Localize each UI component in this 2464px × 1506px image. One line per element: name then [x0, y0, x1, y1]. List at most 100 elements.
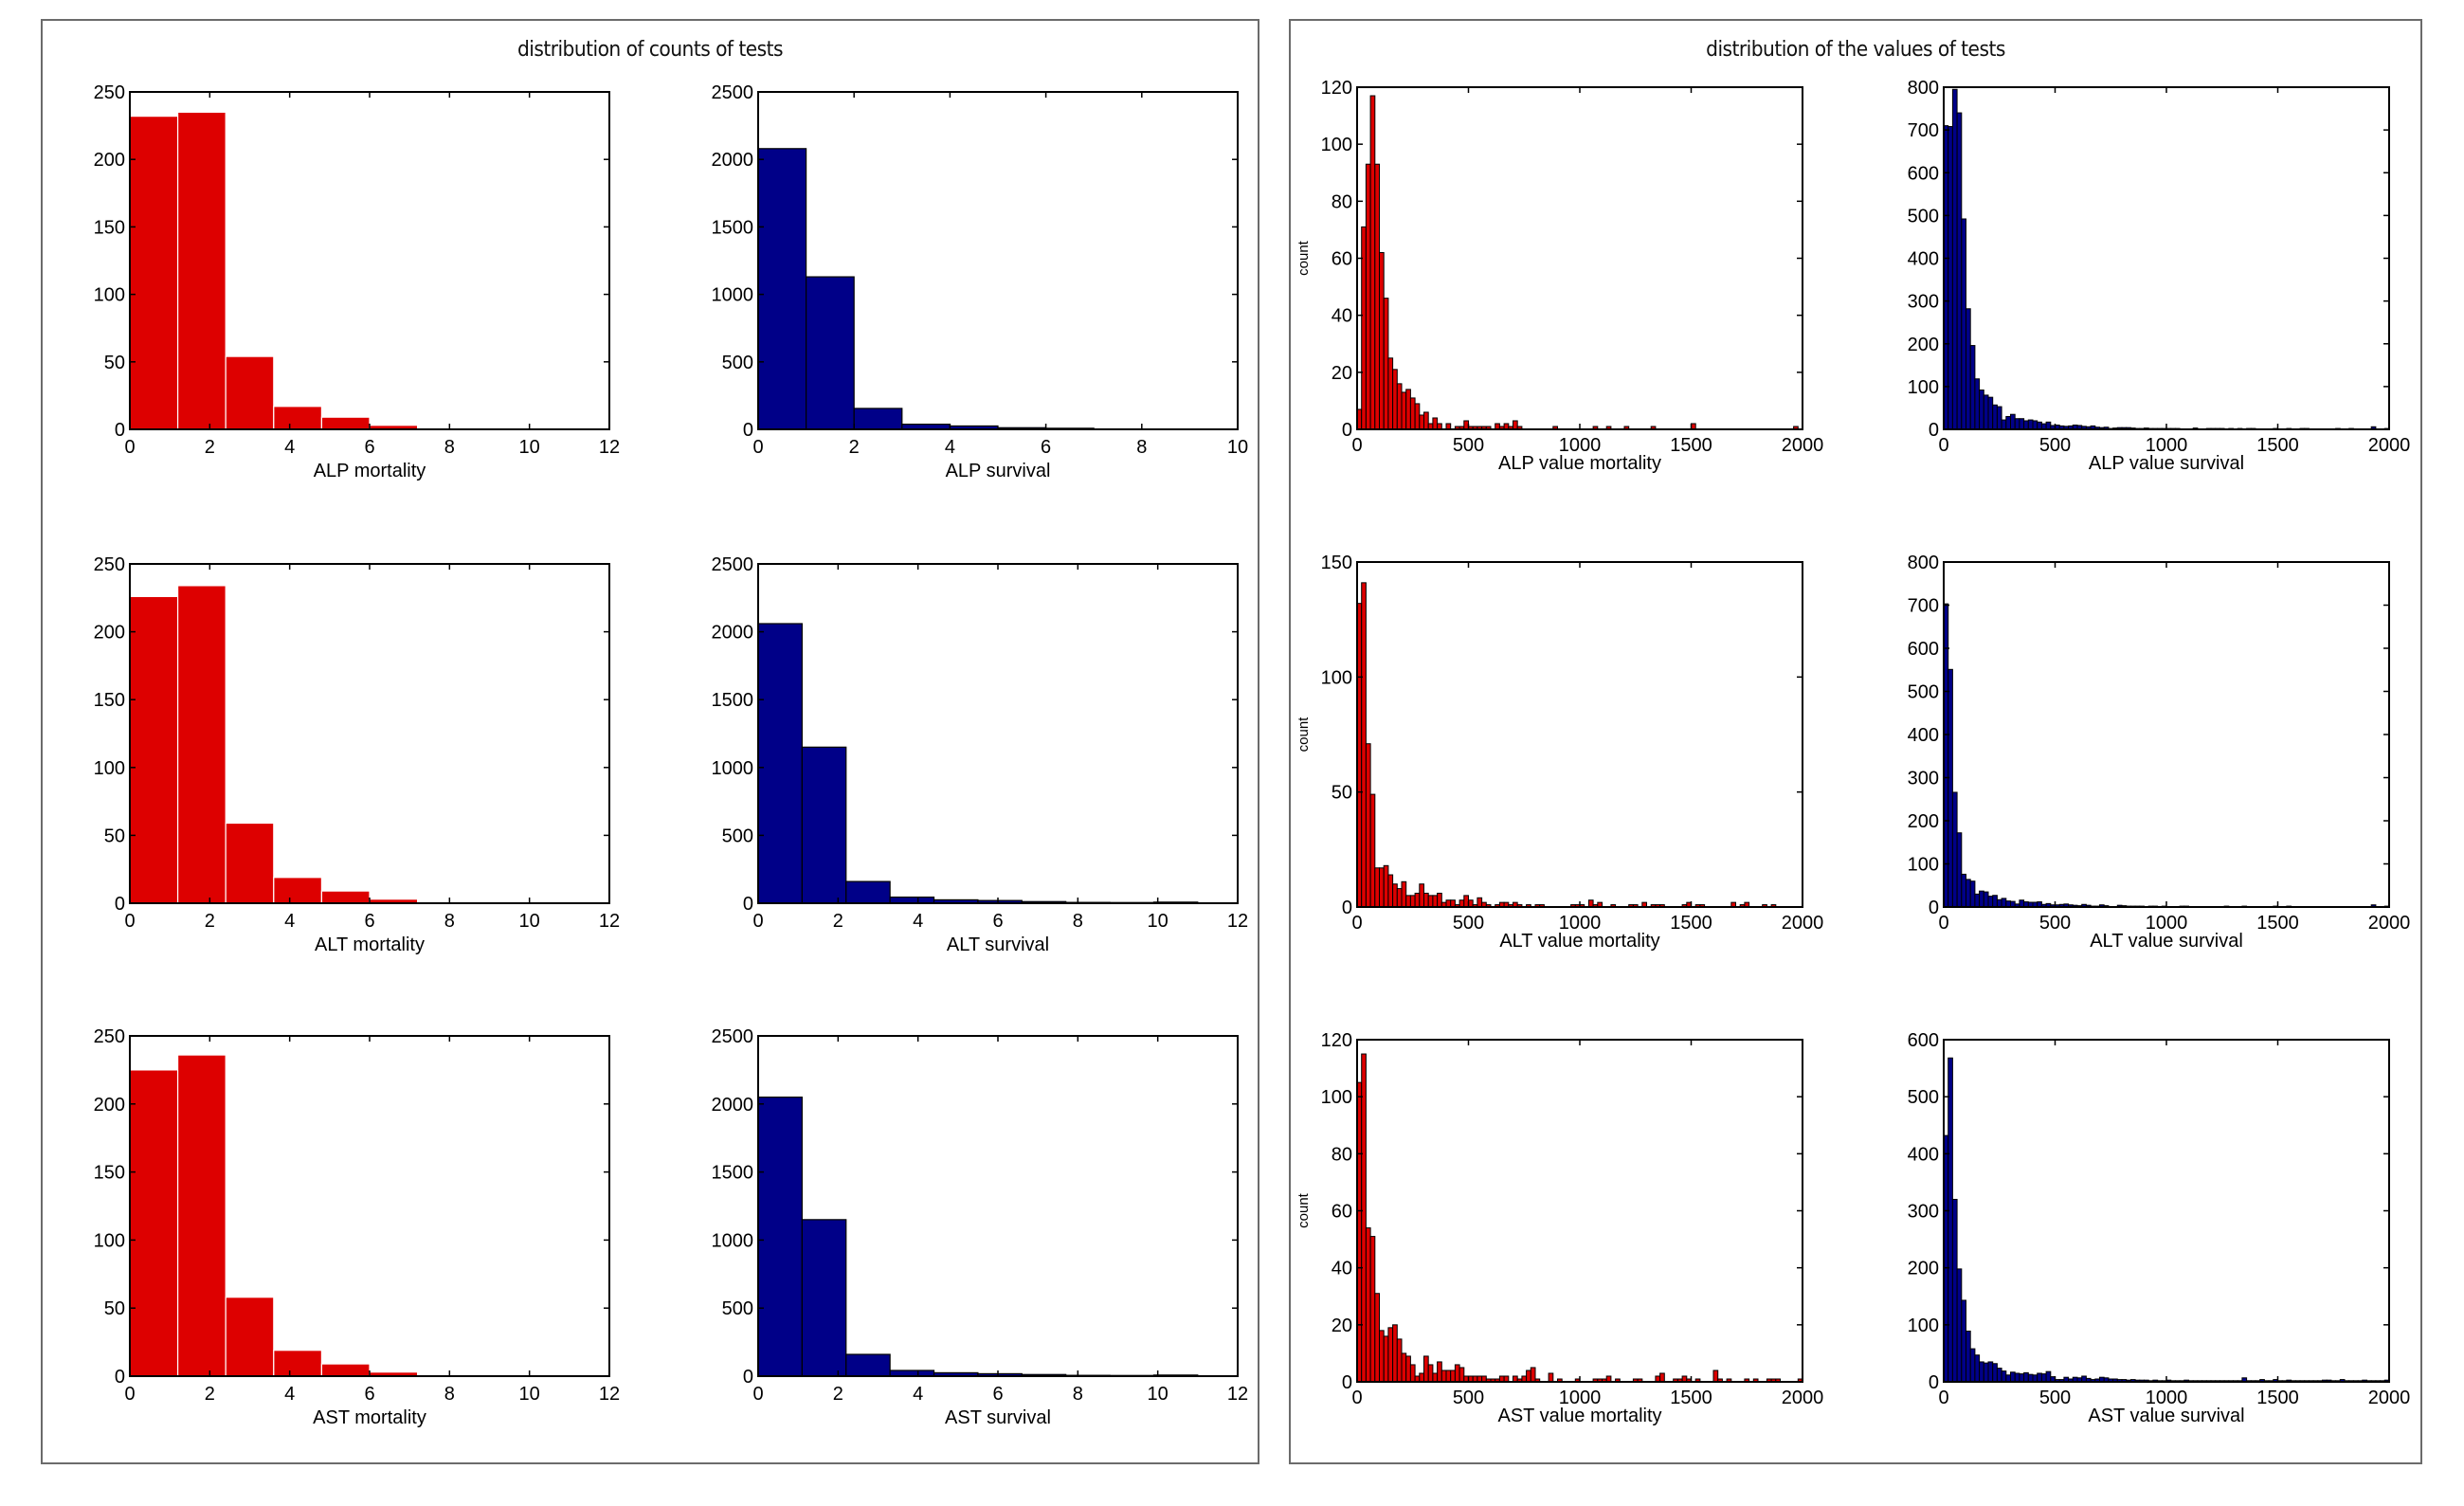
histogram-bar [1983, 891, 1989, 908]
histogram-bar [1974, 378, 1981, 430]
x-tick-label: 0 [752, 911, 763, 932]
x-tick-label: 12 [599, 1384, 620, 1405]
histogram-bar [2019, 418, 2025, 430]
histogram-bar [1409, 1364, 1416, 1383]
histogram-bar [2001, 898, 2007, 908]
x-tick-label: 12 [599, 437, 620, 458]
histogram-bar [1987, 1361, 1994, 1383]
y-tick-label: 50 [104, 826, 125, 846]
x-axis-label: AST survival [945, 1407, 1051, 1428]
y-tick-label: 150 [94, 217, 125, 238]
x-axis-label: AST mortality [313, 1407, 426, 1428]
x-tick-label: 1500 [2256, 435, 2299, 456]
histogram-bar [2037, 1372, 2042, 1383]
x-tick-label: 1500 [2256, 913, 2299, 934]
histogram-bar [1379, 251, 1385, 430]
histogram-bar [225, 355, 275, 430]
y-tick-label: 1000 [712, 1230, 754, 1251]
histogram-bar [1405, 1355, 1411, 1383]
alp-mortality-counts-chart: 0 2 4 6 8 10 12 0 50 100 150 200 250 ALP mortality [94, 82, 621, 481]
x-tick-label: 1500 [1670, 913, 1712, 934]
y-tick-label: 20 [1332, 363, 1352, 384]
y-tick-label: 50 [1332, 783, 1352, 804]
y-tick-label: 0 [1342, 898, 1352, 918]
plot-frame [1943, 1039, 2390, 1383]
x-tick-label: 2000 [1782, 435, 1824, 456]
y-tick-label: 150 [94, 690, 125, 711]
histogram-bar [1992, 1363, 1998, 1383]
x-tick-label: 0 [1351, 435, 1362, 456]
values-panel-title: distribution of the values of tests [1706, 38, 2005, 62]
alp-value-mortality-chart: 0 500 1000 1500 2000 0 20 40 60 80 100 120 ALP value… [1295, 78, 1823, 474]
y-tick-label: 100 [1908, 1315, 1939, 1336]
y-tick-label: 200 [1908, 811, 1939, 832]
histogram-bar [1369, 1236, 1376, 1383]
histogram-bar [1969, 345, 1976, 430]
histogram-bar [1437, 1361, 1442, 1383]
y-tick-label: 200 [1908, 335, 1939, 355]
alp-value-survival-chart: 0 500 1000 1500 2000 0 100 200 300 400 500 600 700 80… [1908, 78, 2411, 474]
x-axis-label: AST value survival [2088, 1406, 2244, 1426]
y-tick-label: 300 [1908, 292, 1939, 313]
alp-survival-counts-chart: 0 2 4 6 8 10 0 500 1000 1500 2000 2500 ALP survival [712, 82, 1249, 481]
y-tick-label: 800 [1908, 553, 1939, 573]
alt-value-survival-chart: 0 500 1000 1500 2000 0 100 200 300 400 500 600 700 80… [1908, 553, 2411, 952]
histogram-bar [2023, 1371, 2029, 1383]
y-tick-label: 40 [1332, 306, 1352, 327]
ast-survival-counts-chart: 0 2 4 6 8 10 12 0 500 1000 1500 2000 2500 AST surviva… [712, 1026, 1249, 1428]
x-tick-label: 2 [833, 911, 843, 932]
x-axis-label: ALT value mortality [1499, 931, 1659, 952]
histogram-bar [1423, 411, 1429, 430]
y-tick-label: 600 [1908, 639, 1939, 660]
x-tick-label: 1000 [2146, 913, 2188, 934]
histogram-bar [1450, 1370, 1456, 1383]
y-axis-label: count [1295, 717, 1312, 753]
x-tick-label: 10 [1148, 911, 1169, 932]
x-tick-label: 10 [1227, 437, 1248, 458]
x-tick-label: 2000 [1782, 913, 1824, 934]
x-tick-label: 1000 [2146, 435, 2188, 456]
histogram-bar [1587, 899, 1594, 908]
histogram-bar [1361, 226, 1367, 430]
histogram-bar [1992, 404, 1998, 430]
y-tick-label: 1000 [712, 285, 754, 306]
y-tick-label: 50 [104, 1298, 125, 1319]
y-tick-label: 20 [1332, 1315, 1352, 1336]
ast-mortality-counts-chart: 0 2 4 6 8 10 12 0 50 100 150 200 250 AST mortality [94, 1026, 621, 1428]
y-tick-label: 500 [722, 353, 753, 373]
y-tick-label: 200 [94, 150, 125, 171]
y-tick-label: 600 [1908, 163, 1939, 184]
histogram-bar [1374, 867, 1381, 908]
y-tick-label: 100 [1321, 667, 1352, 688]
plot-frame [1356, 561, 1803, 908]
alt-value-mortality-chart: 0 500 1000 1500 2000 0 50 100 150 ALT value morta… [1295, 553, 1823, 952]
histogram-bar [2014, 1372, 2020, 1383]
x-axis-label: ALP value survival [2089, 453, 2244, 474]
x-tick-label: 500 [1453, 913, 1484, 934]
y-tick-label: 100 [1908, 855, 1939, 876]
y-tick-label: 200 [94, 1095, 125, 1116]
y-tick-label: 500 [722, 826, 753, 846]
x-tick-label: 1500 [1670, 435, 1712, 456]
histogram-bar [1383, 864, 1389, 908]
x-tick-label: 4 [913, 1384, 923, 1405]
y-tick-label: 200 [1908, 1259, 1939, 1279]
histogram-bar [1526, 1370, 1531, 1383]
x-tick-label: 12 [599, 911, 620, 932]
histogram-bar [1405, 895, 1411, 908]
y-tick-label: 250 [94, 554, 125, 575]
y-tick-label: 2000 [712, 1095, 754, 1116]
histogram-bar [1548, 1372, 1554, 1383]
alt-mortality-counts-chart: 0 2 4 6 8 10 12 0 50 100 150 200 250 ALT mortality [94, 554, 621, 955]
histogram-bar [2005, 1374, 2012, 1383]
histogram-bar [1369, 793, 1376, 908]
histogram-bar [129, 1069, 179, 1377]
y-tick-label: 500 [1908, 682, 1939, 703]
histogram-bar [2045, 421, 2052, 430]
x-tick-label: 10 [519, 911, 540, 932]
histogram-bar [1437, 892, 1442, 908]
x-tick-label: 500 [2039, 1388, 2071, 1408]
histogram-bar [1383, 298, 1389, 430]
histogram-bar [1961, 873, 1967, 908]
histogram-bar [845, 880, 891, 904]
